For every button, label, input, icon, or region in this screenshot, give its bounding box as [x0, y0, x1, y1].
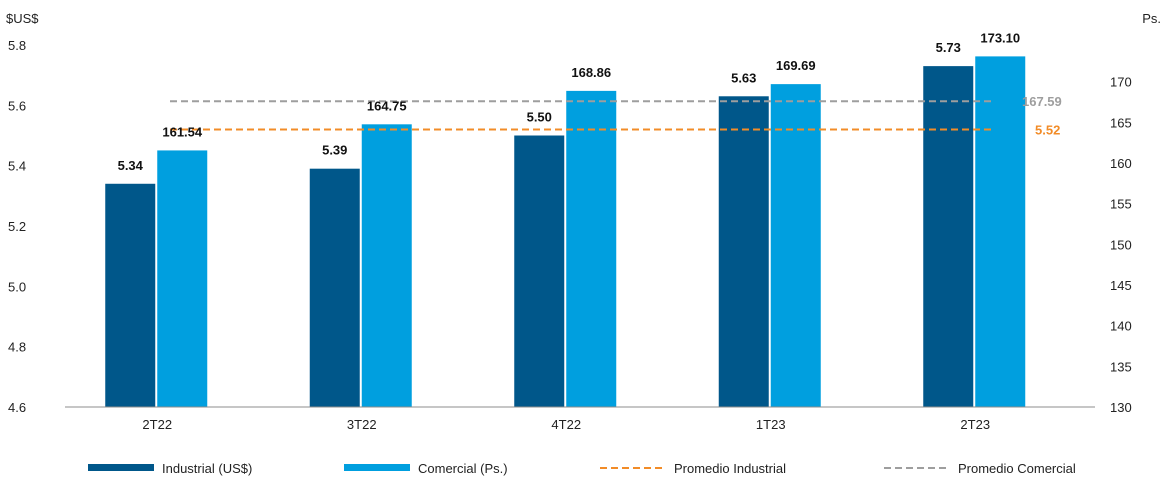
- left-tick-label: 5.2: [8, 219, 26, 234]
- bar-industrial-4t22: [514, 135, 565, 407]
- legend-industrial-swatch: [88, 464, 154, 471]
- category-label: 1T23: [756, 417, 786, 432]
- industrial-value-label: 5.63: [731, 70, 756, 85]
- comercial-value-label: 161.54: [162, 124, 203, 139]
- right-tick-label: 170: [1110, 75, 1132, 90]
- bar-comercial-3t22: [361, 124, 412, 407]
- left-axis-unit: $US$: [6, 11, 39, 26]
- left-tick-label: 5.8: [8, 38, 26, 53]
- bar-comercial-2t23: [975, 56, 1026, 407]
- category-label: 3T22: [347, 417, 377, 432]
- left-tick-label: 4.8: [8, 340, 26, 355]
- legend-comercial-label: Comercial (Ps.): [418, 461, 508, 476]
- comercial-value-label: 168.86: [571, 65, 611, 80]
- bar-industrial-2t22: [105, 183, 156, 407]
- left-tick-label: 4.6: [8, 400, 26, 415]
- promedio-comercial-label: 167.59: [1022, 94, 1062, 109]
- category-label: 2T23: [960, 417, 990, 432]
- industrial-value-label: 5.39: [322, 143, 347, 158]
- comercial-value-label: 164.75: [367, 98, 407, 113]
- industrial-value-label: 5.34: [118, 158, 144, 173]
- category-label: 4T22: [551, 417, 581, 432]
- right-axis-unit: Ps.: [1142, 11, 1161, 26]
- bar-comercial-4t22: [566, 90, 617, 408]
- left-tick-label: 5.6: [8, 98, 26, 113]
- bar-industrial-2t23: [923, 66, 974, 407]
- left-tick-label: 5.4: [8, 159, 26, 174]
- right-tick-label: 165: [1110, 115, 1132, 130]
- legend-promedio-industrial-label: Promedio Industrial: [674, 461, 786, 476]
- promedio-industrial-label: 5.52: [1035, 122, 1060, 137]
- legend-industrial-label: Industrial (US$): [162, 461, 252, 476]
- right-tick-label: 140: [1110, 319, 1132, 334]
- bar-industrial-1t23: [718, 96, 769, 408]
- right-tick-label: 130: [1110, 400, 1132, 415]
- left-tick-label: 5.0: [8, 279, 26, 294]
- industrial-value-label: 5.50: [527, 110, 552, 125]
- legend-comercial-swatch: [344, 464, 410, 471]
- right-tick-label: 145: [1110, 278, 1132, 293]
- legend-promedio-comercial-label: Promedio Comercial: [958, 461, 1076, 476]
- right-tick-label: 160: [1110, 156, 1132, 171]
- industrial-value-label: 5.73: [936, 40, 961, 55]
- category-label: 2T22: [142, 417, 172, 432]
- bar-industrial-3t22: [309, 168, 360, 407]
- right-tick-label: 150: [1110, 237, 1132, 252]
- comercial-value-label: 169.69: [776, 58, 816, 73]
- right-tick-label: 155: [1110, 197, 1132, 212]
- bar-comercial-1t23: [770, 84, 821, 407]
- comercial-value-label: 173.10: [980, 30, 1020, 45]
- bar-comercial-2t22: [157, 150, 208, 407]
- right-tick-label: 135: [1110, 359, 1132, 374]
